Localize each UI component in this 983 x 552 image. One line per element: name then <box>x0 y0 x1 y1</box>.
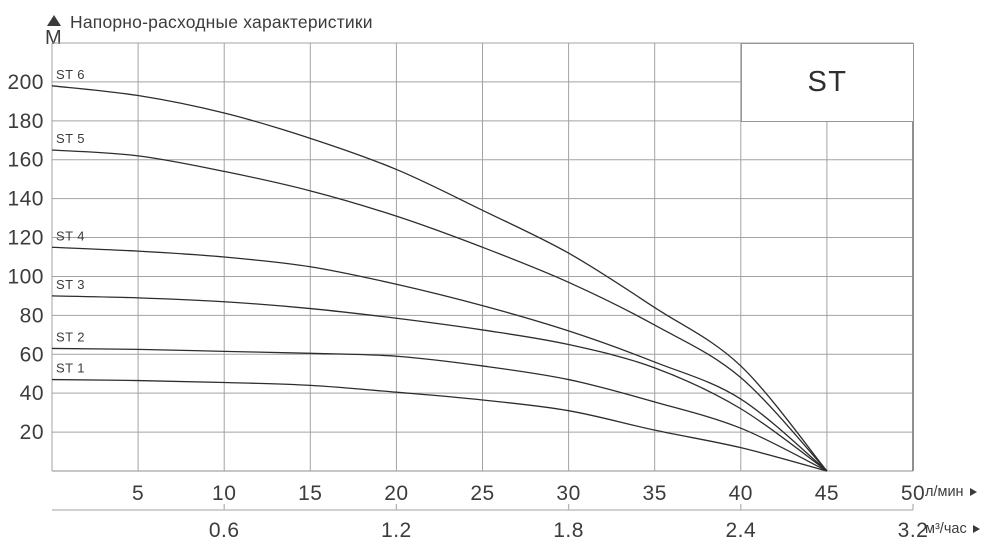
x2-tick-label: 1.8 <box>553 519 584 542</box>
curve-st4 <box>51 246 828 472</box>
curve-label-st3: ST 3 <box>56 277 85 292</box>
curve-st2 <box>51 347 828 472</box>
curve-label-st5: ST 5 <box>56 131 85 146</box>
y-tick-label: 200 <box>7 71 44 94</box>
x-tick-label: 35 <box>643 482 667 505</box>
x2-tick-label: 2.4 <box>725 519 756 542</box>
y-tick-label: 60 <box>20 343 44 366</box>
y-tick-label: 140 <box>7 188 44 211</box>
y-tick-label: 160 <box>7 149 44 172</box>
curve-label-st6: ST 6 <box>56 67 85 82</box>
x-axis-unit-text: л/мин <box>925 484 964 500</box>
pump-series-box: ST <box>741 43 914 122</box>
y-tick-label: 120 <box>7 227 44 250</box>
y-tick-label: 20 <box>20 421 44 444</box>
curve-st3 <box>51 295 828 472</box>
x-tick-label: 50 <box>901 482 925 505</box>
x2-tick-label: 3.2 <box>898 519 929 542</box>
curve-st1 <box>51 378 828 472</box>
curve-st6 <box>51 85 828 472</box>
curve-st5 <box>51 149 828 472</box>
x-tick-label: 10 <box>212 482 236 505</box>
x-tick-label: 5 <box>132 482 144 505</box>
curve-label-st4: ST 4 <box>56 228 85 243</box>
x-tick-label: 25 <box>470 482 494 505</box>
x-tick-label: 40 <box>729 482 753 505</box>
lpm-arrow-icon <box>969 488 977 496</box>
x2-axis-unit-text: м³/час <box>925 521 967 537</box>
x2-axis-unit: м³/час <box>925 521 980 537</box>
pump-series-box-label: ST <box>807 66 848 98</box>
m3h-arrow-icon <box>972 525 980 533</box>
x2-tick-label: 0.6 <box>209 519 240 542</box>
x-tick-label: 45 <box>815 482 839 505</box>
chart-title: Напорно-расходные характеристики <box>70 12 373 32</box>
y-tick-label: 40 <box>20 382 44 405</box>
curve-label-st1: ST 1 <box>56 361 85 376</box>
curve-label-st2: ST 2 <box>56 329 85 344</box>
x2-tick-label: 1.2 <box>381 519 412 542</box>
x-tick-label: 30 <box>556 482 580 505</box>
y-tick-label: 100 <box>7 265 44 288</box>
y-tick-label: 80 <box>20 304 44 327</box>
x-tick-label: 20 <box>384 482 408 505</box>
y-tick-label: 180 <box>7 110 44 133</box>
x-axis-unit: л/мин <box>925 484 977 500</box>
x-tick-label: 15 <box>298 482 322 505</box>
y-axis-arrow-icon <box>47 15 61 26</box>
